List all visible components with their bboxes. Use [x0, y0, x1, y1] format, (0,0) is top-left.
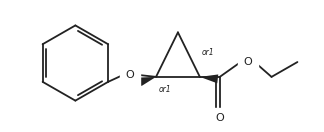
- Polygon shape: [200, 74, 218, 83]
- Text: or1: or1: [202, 48, 214, 57]
- Text: O: O: [215, 114, 224, 124]
- Text: O: O: [126, 70, 134, 80]
- Polygon shape: [139, 77, 156, 86]
- Text: O: O: [243, 57, 252, 67]
- Text: or1: or1: [159, 85, 172, 94]
